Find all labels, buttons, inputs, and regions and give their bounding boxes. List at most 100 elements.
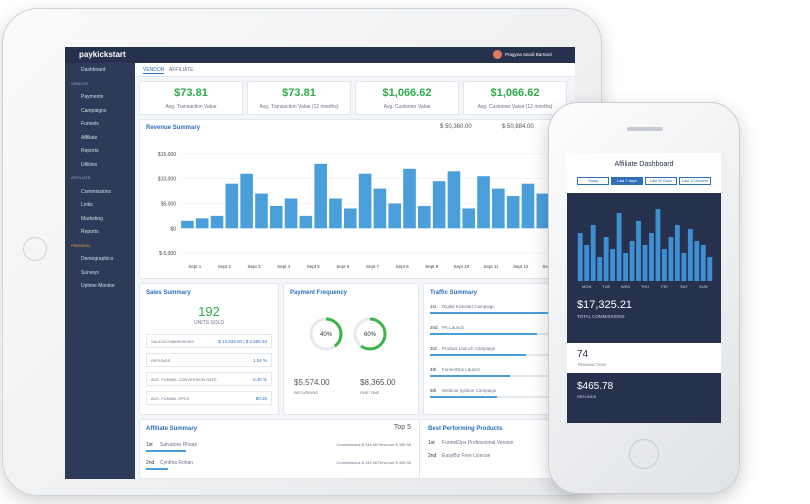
traffic-bar: [430, 396, 497, 398]
summary-row: AVG. FUNNEL CONVERSION RATE 0.40 %: [146, 372, 272, 386]
bar: [687, 229, 693, 281]
bar: [195, 218, 209, 229]
summary-row: SALES/COMMISSIONS $ 13,833.00 / $ 2,590.3…: [146, 334, 272, 348]
sidebar-item[interactable]: Dashboard: [81, 67, 106, 73]
bar: [707, 257, 713, 281]
bar: [299, 215, 313, 229]
x-tick-label: Sept 7: [366, 264, 380, 269]
x-tick-label: TUE: [602, 284, 610, 289]
top-bar: paykickstart Pragyna Sandi Barnard: [65, 47, 575, 63]
total-value: $17,325.21: [577, 299, 633, 311]
revenue-chart: $15,000 $10,000 $5,000 $0 $-5,000 Sept 1 Sept …: [158, 152, 565, 269]
phone-tab[interactable]: Today: [577, 177, 609, 185]
donut-arc: [353, 317, 387, 351]
sales-summary-panel: Sales Summary 192 UNITS SOLD SALES/COMMISSI…: [139, 283, 279, 415]
tablet-screen: paykickstart Pragyna Sandi Barnard Dashboa…: [65, 47, 575, 479]
tab[interactable]: AFFILIATE: [169, 67, 194, 73]
bar: [477, 176, 490, 229]
x-tick-label: Sept 5: [307, 264, 321, 269]
sidebar-item[interactable]: Affiliate: [81, 134, 98, 141]
bar: [181, 220, 194, 229]
phone-chart-area: MON TUE WED THU FRI SAT SUN $17,325.21 TOTAL COM…: [567, 193, 721, 343]
bar: [629, 241, 635, 281]
bar: [623, 253, 628, 281]
x-tick-label: Sept 6: [336, 264, 350, 269]
sidebar-heading: AFFILIATE: [71, 175, 91, 180]
phone-tab[interactable]: Last 30 Days: [645, 177, 677, 185]
panel-title: Best Performing Products: [428, 426, 503, 432]
sidebar: Dashboard VENDOR Payments Campaigns Funnels A…: [65, 63, 135, 479]
x-tick-label: FRI: [661, 284, 667, 289]
sidebar-item[interactable]: Utilities: [81, 161, 98, 168]
revenue-total: $ 50,360.00: [440, 124, 472, 130]
bar: [447, 171, 461, 229]
phone-tab[interactable]: Last 7 days: [611, 177, 643, 185]
sidebar-item[interactable]: Surveys: [81, 269, 100, 276]
sidebar-item[interactable]: Funnels: [81, 121, 99, 127]
tab[interactable]: VENDOR: [143, 67, 165, 74]
bar: [225, 183, 239, 229]
traffic-bar: [430, 312, 558, 314]
y-tick-label: $5,000: [161, 201, 177, 207]
bar: [616, 213, 622, 281]
sidebar-item[interactable]: Uptime Monitor: [81, 283, 115, 289]
donut-label: 40%: [320, 332, 333, 338]
speaker: [627, 127, 663, 131]
bar: [255, 193, 268, 229]
transactions-value: 74: [577, 349, 589, 360]
row-value: 1.04 %: [252, 358, 267, 363]
affiliate-name: Cynthia Rohan: [160, 460, 194, 466]
bar: [642, 245, 648, 281]
kpi-label: Avg. Transaction Value (12 months): [259, 104, 339, 110]
amount-value: $5,574.00: [294, 378, 330, 387]
sidebar-item[interactable]: Links: [81, 202, 93, 208]
refunds-value: $465.78: [577, 381, 614, 392]
bar: [210, 215, 224, 229]
row-value: 0.40 %: [252, 377, 267, 382]
sidebar-item[interactable]: Demographics: [81, 256, 114, 262]
traffic-name: PK Launch: [442, 325, 465, 330]
bar: [649, 233, 654, 281]
amount-label: ONE-TIME: [360, 390, 380, 395]
bar: [603, 237, 609, 281]
row-label: REFUNDS: [151, 358, 171, 363]
panel-title: Sales Summary: [146, 290, 191, 296]
summary-row: REFUNDS 1.04 %: [146, 353, 272, 367]
sidebar-heading: PREMIUM: [71, 242, 90, 248]
x-tick-label: Sept 1: [188, 264, 202, 269]
bar: [584, 245, 590, 281]
row-label: SALES/COMMISSIONS: [151, 339, 194, 344]
phone: Affiliate Dashboard Today Last 7 days Last …: [548, 102, 740, 494]
summary-row: AVG. FUNNEL EPCS $0.35: [146, 391, 272, 405]
sidebar-item[interactable]: Campaigns: [81, 107, 107, 114]
bar: [432, 181, 446, 229]
sidebar-item[interactable]: Reports: [81, 148, 99, 154]
bar: [284, 198, 298, 229]
home-button: [629, 439, 659, 469]
traffic-bar: [430, 354, 527, 356]
bar: [662, 249, 667, 281]
x-tick-label: THU: [641, 284, 649, 289]
sidebar-item[interactable]: Commissions: [81, 188, 112, 195]
traffic-bar: [430, 375, 511, 377]
traffic-rank: 2nd: [430, 325, 438, 330]
traffic-rank: 1st: [430, 304, 437, 309]
kpi-value: $73.81: [174, 87, 208, 99]
bar: [610, 249, 616, 281]
traffic-rank: 5th: [430, 388, 437, 393]
phone-tab[interactable]: Last 12 Months: [679, 177, 711, 185]
affiliate-col: Affiliate Summary Top 5 1st Salvatore Rhoak…: [140, 420, 420, 479]
bar: [536, 193, 550, 229]
sidebar-item[interactable]: Reports: [81, 229, 99, 235]
kpi-card: $1,066.62 Avg. Customer Value (12 months): [463, 81, 567, 115]
sidebar-item[interactable]: Payments: [81, 94, 104, 100]
amount-value: $8,365.00: [360, 378, 396, 387]
y-tick-label: $0: [170, 226, 176, 232]
total-label: TOTAL COMMISSIONS: [577, 314, 625, 319]
sidebar-item[interactable]: Marketing: [81, 215, 103, 222]
traffic-summary-panel: Traffic Summary 1st Digital Kickstart Camp…: [423, 283, 571, 415]
x-tick-label: SAT: [680, 284, 688, 289]
bar: [403, 168, 416, 229]
product-rank: 2nd: [428, 453, 437, 459]
